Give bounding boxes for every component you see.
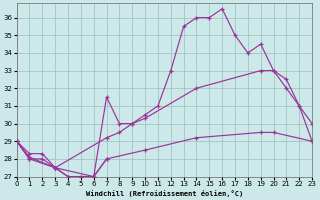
X-axis label: Windchill (Refroidissement éolien,°C): Windchill (Refroidissement éolien,°C): [86, 190, 243, 197]
